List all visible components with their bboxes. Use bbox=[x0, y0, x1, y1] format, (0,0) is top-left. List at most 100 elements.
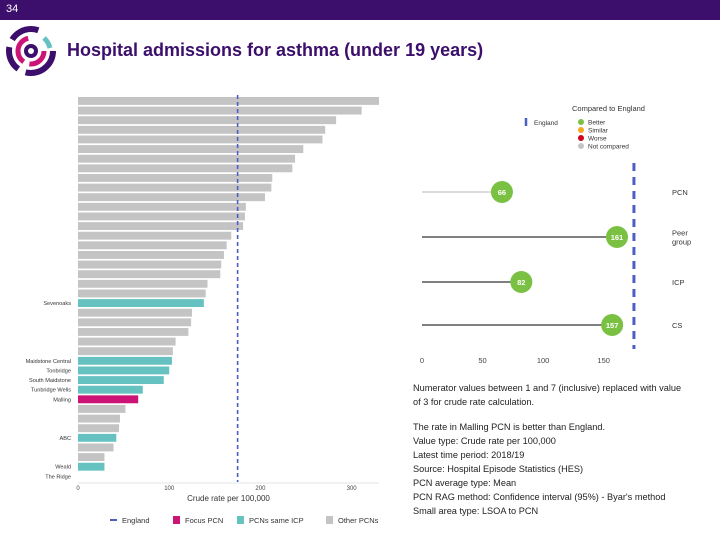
bar bbox=[78, 424, 120, 433]
bar bbox=[78, 106, 362, 115]
bar bbox=[78, 337, 176, 346]
page-title: Hospital admissions for asthma (under 19… bbox=[67, 40, 484, 60]
legend-label: Similar bbox=[588, 128, 609, 135]
bar-label: Tonbridge bbox=[46, 368, 71, 374]
bar bbox=[78, 376, 164, 385]
bar bbox=[78, 366, 170, 375]
bar-chart: Sevenoaks Maidstone Central Tonbridge South… bbox=[26, 95, 379, 525]
bar bbox=[78, 443, 114, 452]
notes-panel: Numerator values between 1 and 7 (inclus… bbox=[413, 381, 713, 518]
legend-label: Worse bbox=[588, 136, 607, 143]
category-label: Peer bbox=[672, 229, 688, 238]
x-tick-label: 0 bbox=[420, 356, 424, 365]
lollipop-point bbox=[490, 181, 513, 203]
page-number: 34 bbox=[6, 3, 19, 15]
bar bbox=[78, 289, 206, 298]
lollipop-point bbox=[601, 314, 624, 336]
bar bbox=[78, 260, 222, 269]
notes-line: PCN RAG method: Confidence interval (95%… bbox=[413, 492, 666, 502]
legend-dot bbox=[578, 119, 584, 125]
lollipop-point bbox=[510, 271, 533, 293]
notes-line: Latest time period: 2018/19 bbox=[413, 450, 525, 460]
legend-label: PCNs same ICP bbox=[249, 516, 304, 525]
bar bbox=[78, 97, 379, 105]
x-tick-label: 100 bbox=[537, 356, 550, 365]
bar-label: The Ridge bbox=[45, 474, 71, 480]
x-tick-label: 300 bbox=[347, 486, 358, 492]
x-tick-label: 100 bbox=[164, 486, 175, 492]
header-bar: 34 bbox=[0, 0, 720, 20]
bar bbox=[78, 405, 126, 413]
bar bbox=[78, 202, 246, 211]
point-value-label: 161 bbox=[611, 233, 624, 242]
legend-swatch bbox=[326, 516, 333, 524]
bar bbox=[78, 222, 244, 231]
bar bbox=[78, 279, 208, 288]
legend-swatch bbox=[173, 516, 180, 524]
bar-label: Tunbridge Wells bbox=[31, 388, 71, 394]
bar bbox=[78, 125, 326, 134]
bar bbox=[78, 231, 232, 240]
notes-line: PCN average type: Mean bbox=[413, 478, 517, 488]
bar bbox=[78, 183, 272, 192]
comparison-chart: Compared to England England BetterSimilarW… bbox=[420, 104, 691, 365]
notes-line: Small area type: LSOA to PCN bbox=[413, 506, 539, 516]
bar-label: Sevenoaks bbox=[43, 301, 71, 307]
bar bbox=[78, 174, 273, 182]
logo-icon bbox=[6, 26, 56, 76]
x-tick-label: 200 bbox=[255, 486, 266, 492]
x-tick-label: 150 bbox=[597, 356, 610, 365]
legend-label: Focus PCN bbox=[185, 516, 223, 525]
bar-label: Malling bbox=[53, 397, 71, 403]
bar bbox=[78, 164, 293, 173]
x-tick-label: 0 bbox=[76, 486, 80, 492]
bar bbox=[78, 385, 143, 394]
x-tick-label: 50 bbox=[478, 356, 486, 365]
bar-label: Weald bbox=[55, 465, 71, 471]
bar bbox=[78, 395, 139, 404]
legend-dot bbox=[578, 135, 584, 141]
x-axis-title: Crude rate per 100,000 bbox=[187, 494, 270, 503]
lollipop-point bbox=[605, 226, 628, 248]
legend-label: Other PCNs bbox=[338, 516, 379, 525]
point-value-label: 82 bbox=[517, 278, 525, 287]
bar bbox=[78, 347, 173, 356]
category-label: PCN bbox=[672, 188, 688, 197]
bar bbox=[78, 453, 105, 462]
bar bbox=[78, 145, 304, 154]
bar bbox=[78, 414, 120, 423]
legend-label: England bbox=[534, 120, 558, 127]
legend-title: Compared to England bbox=[572, 104, 645, 113]
legend-swatch bbox=[237, 516, 244, 524]
notes-line: The rate in Malling PCN is better than E… bbox=[413, 422, 606, 432]
bar-label: ABC bbox=[59, 436, 71, 442]
point-value-label: 66 bbox=[498, 188, 506, 197]
bar bbox=[78, 251, 224, 259]
legend-dot bbox=[578, 143, 584, 149]
bar bbox=[78, 318, 192, 327]
bar-label: Maidstone Central bbox=[26, 359, 71, 365]
bar bbox=[78, 241, 227, 250]
bar bbox=[78, 356, 172, 365]
notes-line: Value type: Crude rate per 100,000 bbox=[413, 436, 556, 446]
category-label: CS bbox=[672, 321, 682, 330]
category-label: group bbox=[672, 238, 691, 247]
notes-line: of 3 for crude rate calculation. bbox=[413, 397, 535, 407]
notes-paragraph: Numerator values between 1 and 7 (inclus… bbox=[413, 381, 713, 409]
bar bbox=[78, 328, 189, 336]
bar bbox=[78, 270, 221, 279]
legend-label: Better bbox=[588, 120, 606, 127]
bar-label: South Maidstone bbox=[29, 378, 71, 384]
category-label: ICP bbox=[672, 278, 685, 287]
bar bbox=[78, 116, 337, 125]
bar bbox=[78, 154, 296, 163]
legend-label: England bbox=[122, 516, 150, 525]
bar bbox=[78, 135, 323, 144]
notes-line: Numerator values between 1 and 7 (inclus… bbox=[413, 383, 682, 393]
bar bbox=[78, 462, 105, 471]
notes-line: Source: Hospital Episode Statistics (HES… bbox=[413, 464, 584, 474]
point-value-label: 157 bbox=[606, 321, 619, 330]
bar bbox=[78, 299, 204, 308]
bar bbox=[78, 193, 265, 202]
legend-label: Not compared bbox=[588, 144, 629, 151]
